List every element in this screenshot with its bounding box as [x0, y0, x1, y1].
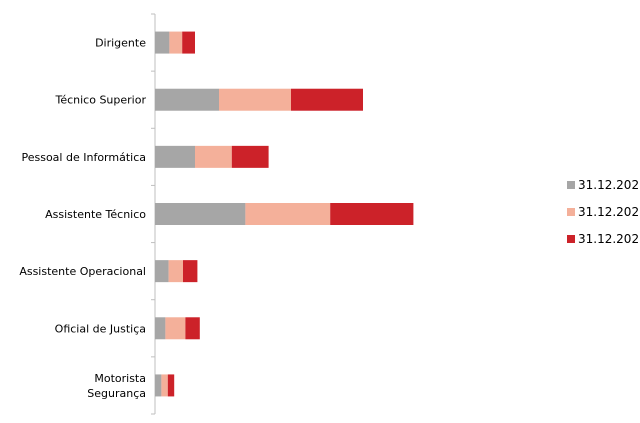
- bar-3: [291, 88, 363, 111]
- bar-1: [155, 260, 169, 283]
- legend-label: 31.12.2023: [578, 232, 640, 246]
- bar-3: [182, 31, 195, 54]
- bar-2: [168, 260, 183, 283]
- legend-swatch: [567, 181, 575, 189]
- bars-group: [155, 31, 414, 397]
- y-axis-ticks: [151, 13, 155, 415]
- category-label: Segurança: [87, 387, 146, 400]
- bar-2: [245, 203, 331, 225]
- bar-2: [161, 374, 168, 397]
- bar-1: [155, 145, 195, 168]
- bar-3: [185, 317, 200, 340]
- bar-2: [195, 145, 232, 168]
- bar-2: [165, 317, 186, 340]
- legend-swatch: [567, 235, 575, 243]
- legend: 31.12.2021 31.12.2022 31.12.2023: [567, 178, 640, 246]
- bar-2: [219, 88, 291, 111]
- legend-swatch: [567, 208, 575, 216]
- bar-1: [155, 374, 162, 397]
- bar-1: [155, 31, 170, 54]
- category-labels: Dirigente Técnico Superior Pessoal de Info…: [19, 37, 146, 400]
- legend-label: 31.12.2021: [578, 178, 640, 192]
- legend-label: 31.12.2022: [578, 205, 640, 219]
- category-label: Oficial de Justiça: [55, 322, 146, 335]
- category-label: Assistente Técnico: [45, 208, 146, 221]
- bar-3: [231, 145, 269, 168]
- category-label: Técnico Superior: [54, 94, 146, 107]
- category-label: Motorista: [94, 372, 146, 385]
- bar-1: [155, 203, 246, 225]
- bar-2: [169, 31, 183, 54]
- bar-3: [183, 260, 198, 283]
- bar-1: [155, 317, 166, 340]
- bar-3: [330, 203, 414, 225]
- category-label: Dirigente: [95, 37, 146, 50]
- bar-3: [167, 374, 175, 397]
- category-label: Assistente Operacional: [19, 265, 146, 278]
- bar-1: [155, 88, 219, 111]
- category-label: Pessoal de Informática: [21, 151, 146, 164]
